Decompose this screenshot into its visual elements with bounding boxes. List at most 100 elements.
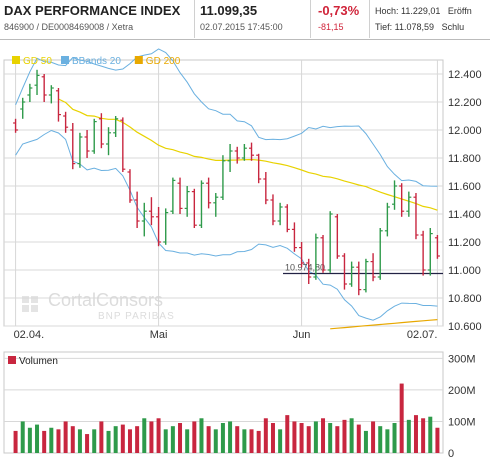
volume-bar (70, 426, 75, 453)
candle (63, 111, 69, 133)
legend-label: GD 200 (146, 56, 181, 67)
candle (370, 253, 376, 282)
reference-line-group: 10.974,80 (283, 263, 443, 275)
volume-bar (263, 418, 268, 453)
candle (406, 191, 412, 217)
candle (249, 142, 255, 161)
y-tick-label: 11.600 (448, 181, 481, 193)
volume-bar (421, 418, 426, 453)
volume-bar (156, 418, 161, 453)
volume-bar (49, 427, 54, 453)
volume-bar (127, 429, 132, 453)
y-tick-label: 10.800 (448, 293, 482, 305)
candle (270, 194, 276, 226)
candle (91, 118, 97, 154)
legend-swatch (134, 56, 143, 64)
volume-bar (185, 429, 190, 453)
candle (120, 117, 126, 172)
y-tick-label: 11.200 (448, 237, 481, 249)
candle (420, 230, 426, 276)
candle (284, 204, 290, 233)
legend: GD 50 BBands 20 GD 200 (12, 56, 181, 67)
volume-bar (149, 421, 154, 453)
volume-bar (313, 421, 318, 453)
volume-bar (20, 421, 25, 453)
y-tick-label: 11.800 (448, 153, 481, 165)
volume-bar (406, 419, 411, 453)
volume-bar (63, 421, 68, 453)
cortal-consors-logo-icon (22, 296, 38, 312)
volume-bar (270, 423, 275, 453)
day-low: Tief: 11.078,59 Schlu (375, 22, 465, 32)
candle (349, 261, 355, 287)
candle (392, 180, 398, 210)
candle (163, 208, 169, 245)
candle (20, 97, 26, 119)
volume-bar (342, 419, 347, 453)
candle (341, 253, 347, 290)
candle (277, 202, 283, 226)
candle (399, 183, 405, 217)
candle (263, 172, 269, 205)
volume-y-tick-label: 200M (448, 385, 476, 397)
volume-bar (199, 418, 204, 453)
volume-bar (328, 423, 333, 453)
volume-bar (178, 423, 183, 453)
volume-grid (4, 357, 443, 422)
candle (48, 85, 54, 104)
legend-swatch (61, 56, 69, 64)
volume-bar (363, 430, 368, 453)
y-tick-label: 12.400 (448, 69, 482, 81)
volume-bar (242, 429, 247, 453)
reference-line-label: 10.974,80 (285, 263, 325, 273)
candle (13, 118, 19, 133)
change-absolute: -81,15 (318, 22, 344, 32)
volume-bar (142, 418, 147, 453)
candle (141, 202, 147, 237)
candle (306, 258, 312, 284)
candle (313, 233, 319, 280)
volume-bars (13, 383, 440, 453)
header-price-cell: 11.099,35 02.07.2015 17:45:00 (195, 0, 311, 38)
volume-y-axis: 0 100M 200M 300M (448, 353, 476, 460)
volume-bar (170, 426, 175, 453)
x-axis: 02.04. Mai Jun 02.07. (14, 329, 438, 341)
volume-bar (335, 426, 340, 453)
volume-bar (285, 415, 290, 453)
watermark-logo: CortalConsors BNP PARIBAS (22, 290, 174, 322)
volume-bar (435, 427, 440, 453)
volume-legend-swatch (8, 356, 16, 364)
y-tick-label: 10.600 (448, 321, 482, 333)
candle (377, 228, 383, 280)
candle (334, 214, 340, 259)
volume-bar (356, 424, 361, 453)
volume-y-tick-label: 100M (448, 416, 476, 428)
watermark-brand: CortalConsors (48, 290, 163, 310)
candle (299, 242, 305, 268)
volume-bar (220, 423, 225, 453)
candle (327, 211, 333, 273)
volume-bar (299, 423, 304, 453)
instrument-ids: 846900 / DE0008469008 / Xetra (4, 22, 134, 32)
volume-bar (256, 430, 261, 453)
candle (41, 74, 47, 102)
bollinger-bands (15, 48, 438, 321)
candle (234, 146, 240, 164)
candle (256, 153, 262, 184)
quote-header: DAX PERFORMANCE INDEX 846900 / DE0008469… (0, 0, 490, 40)
x-tick-label: Jun (293, 329, 311, 341)
candle (241, 144, 247, 161)
candle (77, 132, 83, 168)
volume-bar (192, 421, 197, 453)
candle (427, 228, 433, 276)
bband-lower (15, 129, 438, 321)
candle (170, 177, 176, 214)
y-tick-label: 12.200 (448, 97, 482, 109)
candle (148, 197, 154, 226)
volume-bar (163, 429, 168, 453)
legend-label: GD 50 (23, 56, 52, 67)
volume-bar (42, 430, 47, 453)
candle (320, 235, 326, 273)
price-chart: CortalConsors BNP PARIBAS 10.974,80 GD 5… (3, 48, 482, 460)
volume-bar (85, 434, 90, 453)
